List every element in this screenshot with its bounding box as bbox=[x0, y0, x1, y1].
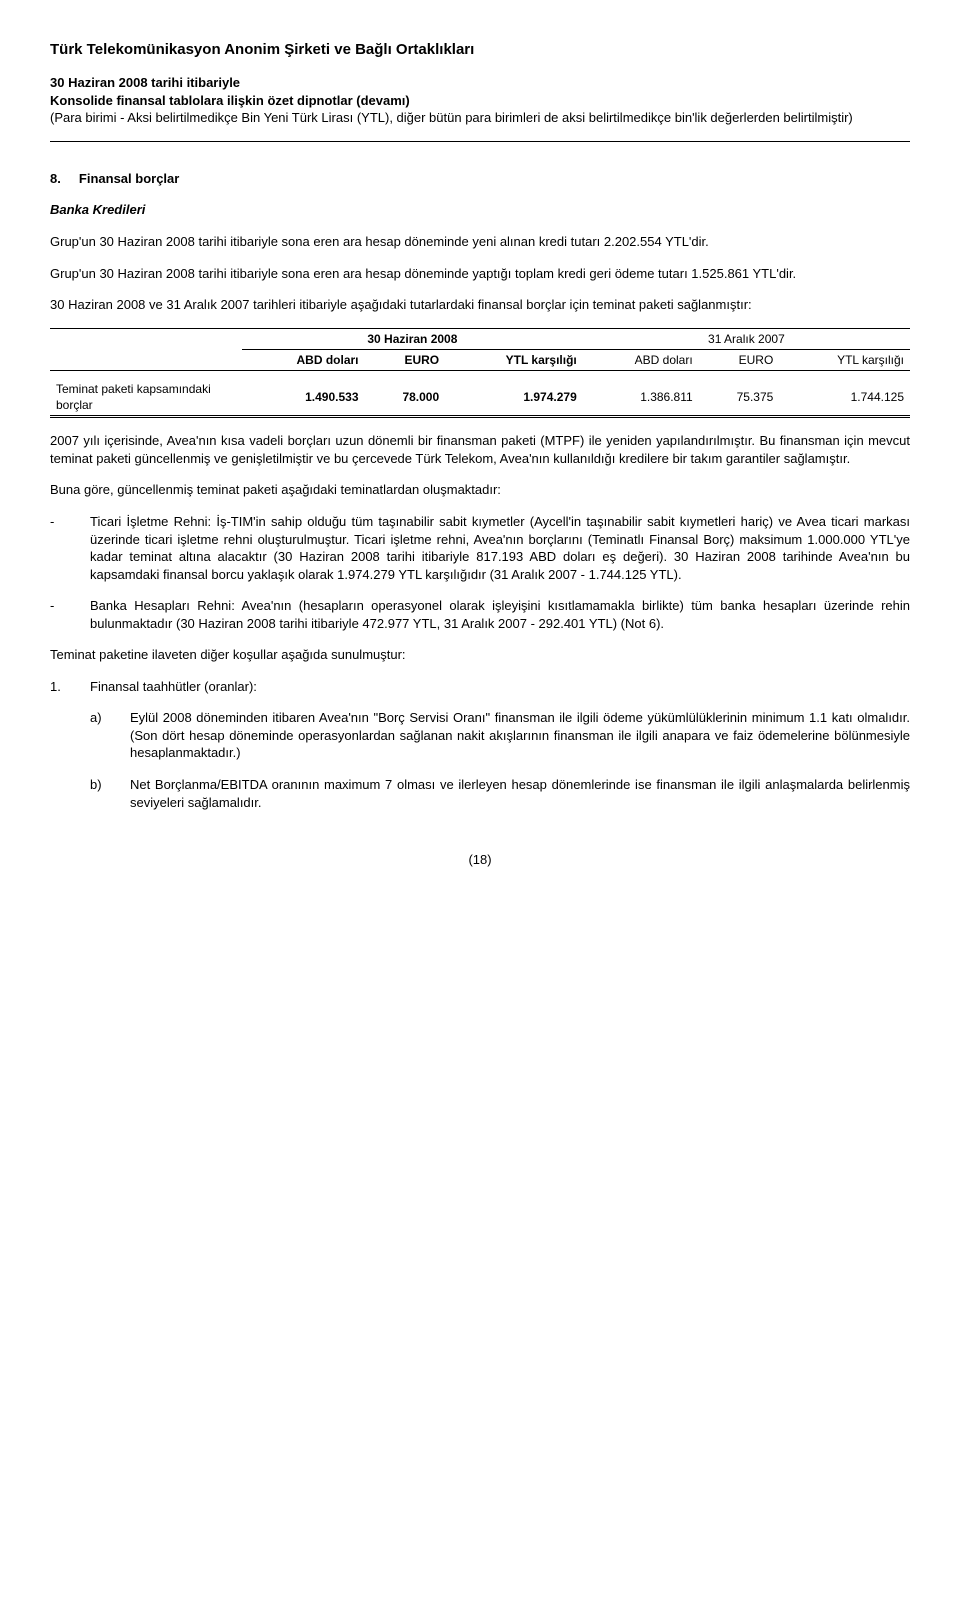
paragraph: 30 Haziran 2008 ve 31 Aralık 2007 tarihl… bbox=[50, 296, 910, 314]
paragraph: 2007 yılı içerisinde, Avea'nın kısa vade… bbox=[50, 432, 910, 467]
paragraph: Teminat paketine ilaveten diğer koşullar… bbox=[50, 646, 910, 664]
sub-body: Eylül 2008 döneminden itibaren Avea'nın … bbox=[130, 709, 910, 762]
paragraph: Grup'un 30 Haziran 2008 tarihi itibariyl… bbox=[50, 233, 910, 251]
section-number: 8. bbox=[50, 171, 61, 186]
sub-item: a) Eylül 2008 döneminden itibaren Avea'n… bbox=[90, 709, 910, 762]
header-date: 30 Haziran 2008 tarihi itibariyle bbox=[50, 74, 910, 92]
period-header: 31 Aralık 2007 bbox=[583, 328, 910, 349]
table-col-row: ABD doları EURO YTL karşılığı ABD doları… bbox=[50, 349, 910, 370]
bullet-marker: - bbox=[50, 597, 90, 632]
section-heading: 8. Finansal borçlar bbox=[50, 170, 910, 188]
bullet-body: Ticari İşletme Rehni: İş-TIM'in sahip ol… bbox=[90, 513, 910, 583]
numbered-title: Finansal taahhütler (oranlar): bbox=[90, 678, 910, 696]
col-header: EURO bbox=[699, 349, 780, 370]
cell: 1.490.533 bbox=[242, 379, 365, 417]
page-number: (18) bbox=[50, 851, 910, 869]
subsection-heading: Banka Kredileri bbox=[50, 201, 910, 219]
cell: 78.000 bbox=[365, 379, 446, 417]
cell: 1.386.811 bbox=[583, 379, 699, 417]
numbered-item: 1. Finansal taahhütler (oranlar): bbox=[50, 678, 910, 696]
paragraph: Buna göre, güncellenmiş teminat paketi a… bbox=[50, 481, 910, 499]
header-desc: Konsolide finansal tablolara ilişkin öze… bbox=[50, 92, 910, 110]
sub-marker: b) bbox=[90, 776, 130, 811]
table-data-row: Teminat paketi kapsamındaki borçlar 1.49… bbox=[50, 379, 910, 417]
period-header: 30 Haziran 2008 bbox=[242, 328, 583, 349]
table-spacer-row bbox=[50, 371, 910, 380]
bullet-marker: - bbox=[50, 513, 90, 583]
col-header: EURO bbox=[365, 349, 446, 370]
report-header: 30 Haziran 2008 tarihi itibariyle Konsol… bbox=[50, 74, 910, 127]
col-header: ABD doları bbox=[242, 349, 365, 370]
section-title-text: Finansal borçlar bbox=[79, 171, 179, 186]
header-currency-note: (Para birimi - Aksi belirtilmedikçe Bin … bbox=[50, 109, 910, 127]
paragraph: Grup'un 30 Haziran 2008 tarihi itibariyl… bbox=[50, 265, 910, 283]
row-label: Teminat paketi kapsamındaki borçlar bbox=[50, 379, 242, 417]
company-title: Türk Telekomünikasyon Anonim Şirketi ve … bbox=[50, 40, 910, 60]
col-header: YTL karşılığı bbox=[779, 349, 910, 370]
divider bbox=[50, 141, 910, 142]
collateral-table: 30 Haziran 2008 31 Aralık 2007 ABD dolar… bbox=[50, 328, 910, 419]
table-period-row: 30 Haziran 2008 31 Aralık 2007 bbox=[50, 328, 910, 349]
sub-body: Net Borçlanma/EBITDA oranının maximum 7 … bbox=[130, 776, 910, 811]
sub-marker: a) bbox=[90, 709, 130, 762]
bullet-item: - Banka Hesapları Rehni: Avea'nın (hesap… bbox=[50, 597, 910, 632]
col-header: YTL karşılığı bbox=[445, 349, 583, 370]
sub-item: b) Net Borçlanma/EBITDA oranının maximum… bbox=[90, 776, 910, 811]
col-header: ABD doları bbox=[583, 349, 699, 370]
cell: 75.375 bbox=[699, 379, 780, 417]
cell: 1.974.279 bbox=[445, 379, 583, 417]
cell: 1.744.125 bbox=[779, 379, 910, 417]
bullet-item: - Ticari İşletme Rehni: İş-TIM'in sahip … bbox=[50, 513, 910, 583]
bullet-body: Banka Hesapları Rehni: Avea'nın (hesapla… bbox=[90, 597, 910, 632]
number-marker: 1. bbox=[50, 678, 90, 696]
